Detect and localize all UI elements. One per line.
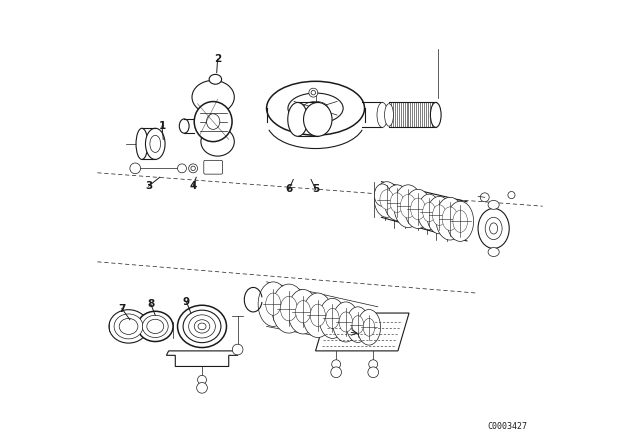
- Text: 3: 3: [145, 181, 152, 191]
- Text: 6: 6: [285, 184, 292, 194]
- Ellipse shape: [303, 293, 333, 337]
- Ellipse shape: [138, 311, 173, 341]
- Ellipse shape: [385, 103, 394, 126]
- Ellipse shape: [411, 198, 426, 220]
- Circle shape: [368, 367, 378, 378]
- Ellipse shape: [145, 128, 165, 159]
- Ellipse shape: [339, 312, 353, 332]
- Circle shape: [309, 88, 318, 97]
- Ellipse shape: [267, 81, 365, 135]
- Ellipse shape: [272, 284, 306, 333]
- Circle shape: [332, 360, 340, 369]
- Ellipse shape: [109, 310, 148, 343]
- Circle shape: [369, 360, 378, 369]
- Ellipse shape: [192, 80, 234, 114]
- Ellipse shape: [183, 310, 221, 343]
- Ellipse shape: [189, 315, 216, 338]
- Circle shape: [191, 166, 195, 171]
- Ellipse shape: [442, 207, 458, 230]
- Ellipse shape: [296, 301, 310, 323]
- Ellipse shape: [194, 102, 232, 142]
- Text: 9: 9: [183, 297, 190, 307]
- Circle shape: [130, 163, 141, 174]
- Text: C0003427: C0003427: [487, 422, 527, 431]
- Ellipse shape: [422, 202, 435, 222]
- Ellipse shape: [310, 304, 325, 327]
- Ellipse shape: [374, 184, 390, 206]
- Ellipse shape: [478, 208, 509, 249]
- Text: 1: 1: [158, 121, 166, 131]
- Text: 8: 8: [147, 299, 154, 309]
- Ellipse shape: [288, 289, 318, 334]
- Ellipse shape: [280, 296, 298, 321]
- Polygon shape: [316, 313, 409, 351]
- Ellipse shape: [258, 282, 289, 327]
- Ellipse shape: [374, 182, 399, 217]
- Ellipse shape: [201, 127, 234, 156]
- Circle shape: [177, 164, 186, 173]
- Ellipse shape: [380, 190, 394, 209]
- Ellipse shape: [417, 194, 441, 230]
- Ellipse shape: [303, 103, 332, 136]
- Ellipse shape: [447, 201, 474, 241]
- Ellipse shape: [119, 319, 138, 334]
- Circle shape: [508, 191, 515, 198]
- Ellipse shape: [488, 248, 499, 257]
- Ellipse shape: [352, 316, 364, 333]
- FancyBboxPatch shape: [204, 160, 223, 174]
- Ellipse shape: [136, 128, 148, 159]
- Ellipse shape: [377, 103, 388, 127]
- Ellipse shape: [198, 323, 206, 330]
- Ellipse shape: [404, 189, 431, 228]
- Ellipse shape: [394, 185, 422, 228]
- Ellipse shape: [427, 196, 452, 234]
- Text: 4: 4: [189, 181, 196, 191]
- Ellipse shape: [357, 310, 381, 345]
- Circle shape: [480, 193, 489, 202]
- Circle shape: [311, 90, 316, 95]
- Ellipse shape: [346, 307, 369, 342]
- Ellipse shape: [363, 319, 375, 336]
- Ellipse shape: [319, 298, 346, 338]
- Ellipse shape: [490, 223, 498, 234]
- Circle shape: [198, 375, 207, 384]
- Circle shape: [189, 164, 198, 173]
- Text: 7: 7: [118, 304, 125, 314]
- Ellipse shape: [400, 194, 416, 218]
- Ellipse shape: [288, 103, 308, 136]
- Text: 5: 5: [312, 184, 319, 194]
- Ellipse shape: [303, 101, 328, 115]
- Ellipse shape: [142, 315, 168, 337]
- Ellipse shape: [266, 293, 281, 315]
- Ellipse shape: [390, 193, 404, 212]
- Ellipse shape: [385, 185, 410, 220]
- Text: 2: 2: [214, 54, 221, 64]
- Ellipse shape: [114, 314, 143, 339]
- Ellipse shape: [150, 135, 161, 152]
- Circle shape: [196, 383, 207, 393]
- Ellipse shape: [179, 119, 189, 133]
- Ellipse shape: [436, 197, 464, 240]
- Circle shape: [331, 367, 342, 378]
- Ellipse shape: [431, 103, 441, 127]
- Ellipse shape: [332, 302, 359, 342]
- Ellipse shape: [488, 200, 499, 209]
- Ellipse shape: [177, 305, 227, 348]
- Ellipse shape: [194, 320, 210, 333]
- Ellipse shape: [288, 93, 343, 124]
- Circle shape: [232, 344, 243, 355]
- Ellipse shape: [453, 210, 468, 233]
- Polygon shape: [166, 351, 237, 366]
- Ellipse shape: [147, 319, 164, 333]
- Ellipse shape: [433, 205, 446, 225]
- Ellipse shape: [209, 74, 221, 84]
- Ellipse shape: [207, 114, 220, 129]
- Ellipse shape: [326, 308, 339, 328]
- Ellipse shape: [485, 217, 502, 240]
